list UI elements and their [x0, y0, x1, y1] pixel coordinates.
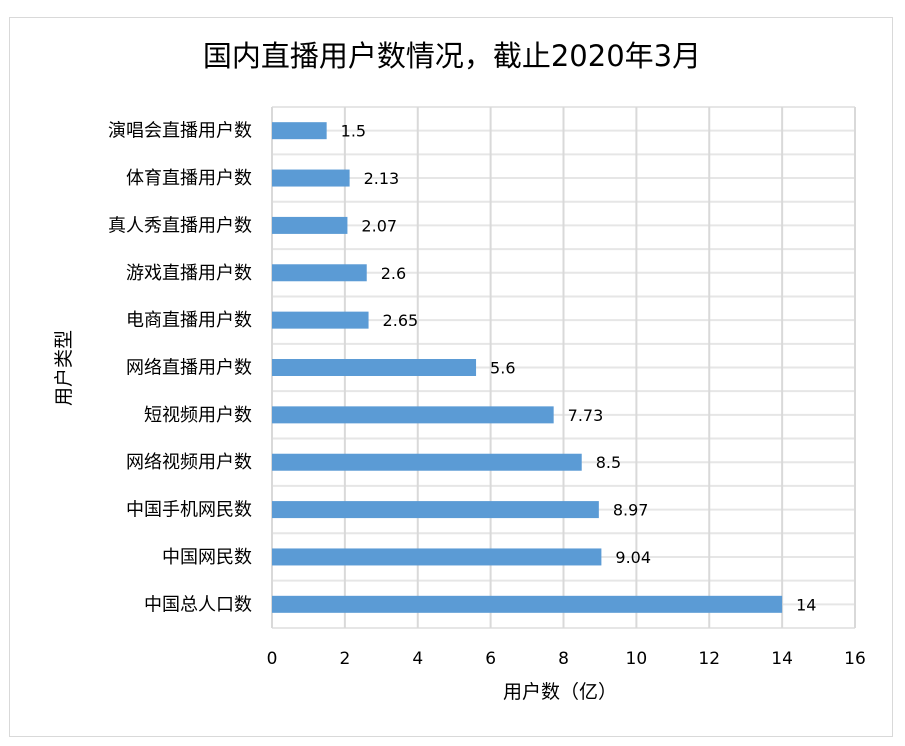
y-tick-label: 体育直播用户数 — [126, 168, 252, 189]
bar — [272, 122, 327, 140]
data-label: 8.97 — [613, 501, 649, 520]
y-tick-label: 中国总人口数 — [144, 594, 252, 615]
x-tick-label: 0 — [267, 649, 278, 669]
y-tick-label: 中国网民数 — [162, 547, 252, 568]
data-label: 9.04 — [615, 548, 651, 567]
bar — [272, 169, 350, 187]
x-tick-label: 2 — [339, 649, 350, 669]
data-label: 2.13 — [364, 169, 400, 188]
bar — [272, 311, 369, 329]
y-tick-label: 演唱会直播用户数 — [108, 121, 252, 142]
data-label: 2.07 — [361, 216, 397, 235]
data-label: 14 — [796, 595, 816, 614]
bar — [272, 264, 367, 282]
data-label: 5.6 — [490, 359, 515, 378]
bar — [272, 595, 783, 613]
y-tick-label: 网络视频用户数 — [126, 452, 252, 473]
x-tick-label: 16 — [844, 649, 866, 669]
data-label: 1.5 — [341, 122, 366, 141]
y-tick-label: 电商直播用户数 — [126, 310, 252, 331]
y-tick-label: 短视频用户数 — [144, 405, 252, 426]
x-tick-label: 12 — [698, 649, 720, 669]
bar — [272, 406, 554, 424]
y-axis-label: 用户类型 — [53, 330, 75, 406]
x-axis-label: 用户数（亿） — [503, 681, 617, 703]
chart-title: 国内直播用户数情况，截止2020年3月 — [203, 39, 701, 73]
y-tick-label: 游戏直播用户数 — [126, 263, 252, 284]
data-label: 7.73 — [568, 406, 604, 425]
bar — [272, 359, 477, 376]
x-tick-label: 4 — [412, 649, 423, 669]
data-label: 8.5 — [596, 453, 621, 472]
x-tick-label: 8 — [558, 649, 569, 669]
chart-frame — [9, 17, 893, 737]
bar — [272, 216, 348, 234]
x-tick-label: 10 — [626, 649, 648, 669]
y-tick-label: 中国手机网民数 — [126, 500, 252, 521]
y-tick-label: 真人秀直播用户数 — [108, 215, 252, 236]
bar — [272, 548, 602, 566]
y-tick-label: 网络直播用户数 — [126, 358, 252, 379]
x-tick-label: 6 — [485, 649, 496, 669]
data-label: 2.65 — [383, 311, 419, 330]
bar — [272, 453, 582, 471]
bar — [272, 501, 599, 519]
x-tick-label: 14 — [771, 649, 793, 669]
data-label: 2.6 — [381, 264, 406, 283]
